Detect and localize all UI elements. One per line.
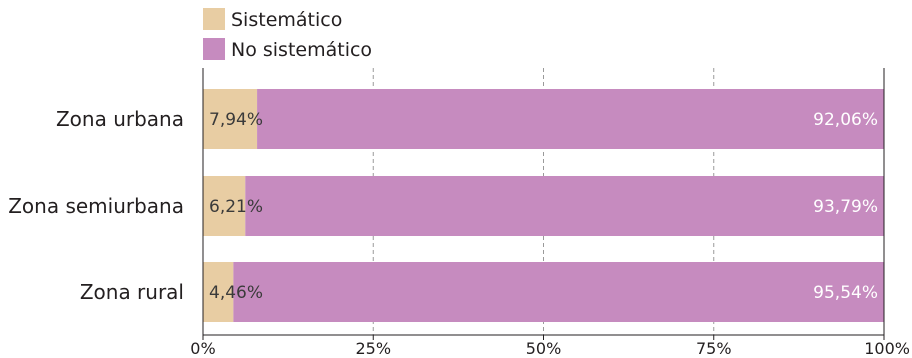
data-label: 93,79% xyxy=(813,197,878,217)
data-label: 4,46% xyxy=(209,283,263,303)
legend-label: No sistemático xyxy=(231,39,372,61)
legend-label: Sistemático xyxy=(231,9,342,31)
x-tick-label: 25% xyxy=(355,339,391,358)
data-label: 95,54% xyxy=(813,283,878,303)
legend-swatch xyxy=(203,8,225,30)
x-tick-label: 50% xyxy=(526,339,562,358)
bar-segment xyxy=(233,262,884,322)
category-label: Zona urbana xyxy=(56,107,184,131)
x-tick-label: 75% xyxy=(696,339,732,358)
bar-segment xyxy=(257,89,884,149)
data-label: 92,06% xyxy=(813,110,878,130)
category-label: Zona semiurbana xyxy=(8,194,184,218)
category-label: Zona rural xyxy=(80,280,184,304)
x-tick-label: 0% xyxy=(190,339,215,358)
bar-segment xyxy=(203,89,258,149)
legend-swatch xyxy=(203,38,225,60)
bar-segment xyxy=(203,176,246,236)
data-label: 6,21% xyxy=(209,197,263,217)
bar-segment xyxy=(245,176,884,236)
bar-segment xyxy=(203,262,234,322)
x-tick-label: 100% xyxy=(864,339,910,358)
data-label: 7,94% xyxy=(209,110,263,130)
